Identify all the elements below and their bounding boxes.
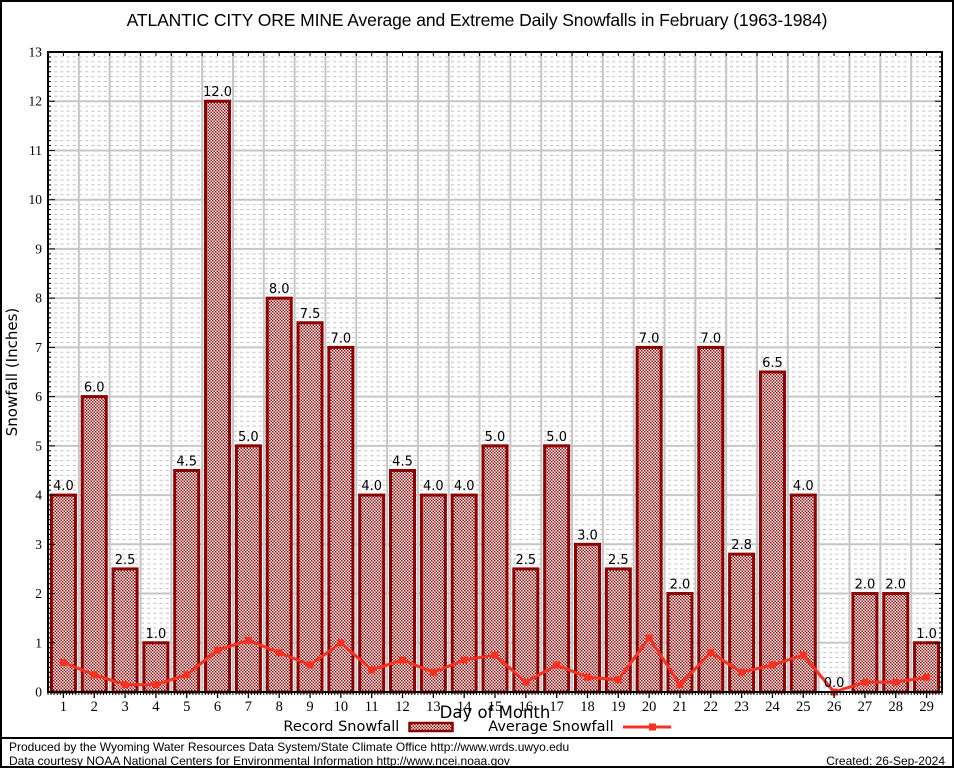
svg-text:16: 16: [519, 699, 534, 715]
svg-text:3: 3: [121, 699, 128, 715]
svg-text:2: 2: [35, 586, 42, 601]
svg-text:6.0: 6.0: [84, 381, 105, 396]
svg-text:14: 14: [457, 699, 472, 715]
svg-text:24: 24: [765, 699, 780, 715]
plot-area: 4.06.02.51.04.512.05.08.07.57.04.04.54.0…: [3, 45, 943, 722]
svg-text:10: 10: [334, 699, 349, 715]
svg-text:8: 8: [35, 291, 42, 306]
svg-text:21: 21: [673, 699, 688, 715]
svg-text:2.0: 2.0: [670, 578, 691, 593]
footer: Produced by the Wyoming Water Resources …: [9, 740, 945, 768]
svg-text:25: 25: [796, 699, 811, 715]
svg-text:6.5: 6.5: [762, 356, 783, 371]
svg-text:18: 18: [580, 699, 595, 715]
svg-text:1.0: 1.0: [146, 627, 167, 642]
legend-item-record-snowfall: Record Snowfall: [283, 719, 455, 735]
svg-text:9: 9: [35, 241, 42, 256]
svg-text:2: 2: [91, 699, 98, 715]
legend-label-record-snowfall: Record Snowfall: [283, 719, 400, 735]
svg-text:5.0: 5.0: [238, 430, 259, 445]
svg-text:3.0: 3.0: [577, 528, 598, 543]
svg-text:1.0: 1.0: [916, 627, 937, 642]
footer-created-date: Created: 26-Sep-2024: [826, 754, 945, 768]
record-snowfall-swatch-icon: [408, 721, 455, 733]
svg-text:2.0: 2.0: [885, 578, 906, 593]
svg-text:2.5: 2.5: [608, 553, 629, 568]
svg-text:27: 27: [858, 699, 873, 715]
svg-text:7: 7: [245, 699, 252, 715]
svg-text:4.5: 4.5: [392, 454, 413, 469]
svg-text:9: 9: [306, 699, 313, 715]
svg-text:17: 17: [549, 699, 564, 715]
svg-text:11: 11: [29, 143, 42, 158]
svg-text:1: 1: [60, 699, 67, 715]
svg-text:20: 20: [642, 699, 657, 715]
svg-text:2.5: 2.5: [515, 553, 536, 568]
svg-text:4.0: 4.0: [423, 479, 444, 494]
svg-text:12: 12: [29, 94, 43, 109]
svg-text:6: 6: [214, 699, 221, 715]
svg-text:5.0: 5.0: [485, 430, 506, 445]
legend-label-average-snowfall: Average Snowfall: [488, 719, 614, 735]
svg-text:19: 19: [611, 699, 626, 715]
svg-text:5.0: 5.0: [546, 430, 567, 445]
chart-title: ATLANTIC CITY ORE MINE Average and Extre…: [126, 10, 828, 30]
legend: Record Snowfall Average Snowfall: [2, 719, 952, 735]
svg-text:4.0: 4.0: [454, 479, 475, 494]
svg-text:7.0: 7.0: [700, 331, 721, 346]
svg-text:2.8: 2.8: [731, 538, 752, 553]
average-snowfall-line-icon: [622, 723, 671, 731]
svg-text:4.0: 4.0: [361, 479, 382, 494]
svg-text:4: 4: [152, 699, 160, 715]
svg-text:10: 10: [29, 192, 43, 207]
svg-text:4.5: 4.5: [176, 454, 197, 469]
svg-text:4: 4: [35, 488, 42, 503]
svg-text:29: 29: [919, 699, 934, 715]
footer-data-courtesy: Data courtesy NOAA National Centers for …: [9, 754, 510, 768]
svg-text:1: 1: [35, 635, 42, 650]
svg-text:2.5: 2.5: [115, 553, 136, 568]
svg-text:12: 12: [395, 699, 410, 715]
svg-text:2.0: 2.0: [855, 578, 876, 593]
legend-item-average-snowfall: Average Snowfall: [488, 719, 671, 735]
svg-text:23: 23: [734, 699, 749, 715]
svg-text:0.0: 0.0: [824, 676, 845, 691]
svg-text:13: 13: [426, 699, 441, 715]
svg-text:12.0: 12.0: [203, 85, 232, 100]
svg-text:Snowfall (Inches): Snowfall (Inches): [3, 308, 21, 436]
svg-text:7.0: 7.0: [331, 331, 352, 346]
footer-produced-by: Produced by the Wyoming Water Resources …: [9, 740, 570, 754]
svg-text:3: 3: [35, 537, 42, 552]
svg-text:7.5: 7.5: [300, 307, 321, 322]
svg-text:8: 8: [276, 699, 283, 715]
svg-text:7: 7: [35, 340, 42, 355]
svg-text:Day of Month: Day of Month: [440, 703, 551, 722]
svg-text:5: 5: [35, 438, 42, 453]
svg-text:0: 0: [35, 685, 42, 700]
svg-text:15: 15: [488, 699, 503, 715]
svg-text:26: 26: [827, 699, 842, 715]
svg-text:8.0: 8.0: [269, 282, 290, 297]
svg-text:22: 22: [704, 699, 719, 715]
svg-text:5: 5: [183, 699, 190, 715]
svg-text:11: 11: [365, 699, 379, 715]
svg-text:4.0: 4.0: [793, 479, 814, 494]
svg-text:7.0: 7.0: [639, 331, 660, 346]
svg-text:13: 13: [29, 45, 43, 60]
svg-text:6: 6: [35, 389, 42, 404]
footer-divider: [2, 737, 952, 739]
svg-text:28: 28: [889, 699, 904, 715]
svg-text:4.0: 4.0: [53, 479, 74, 494]
